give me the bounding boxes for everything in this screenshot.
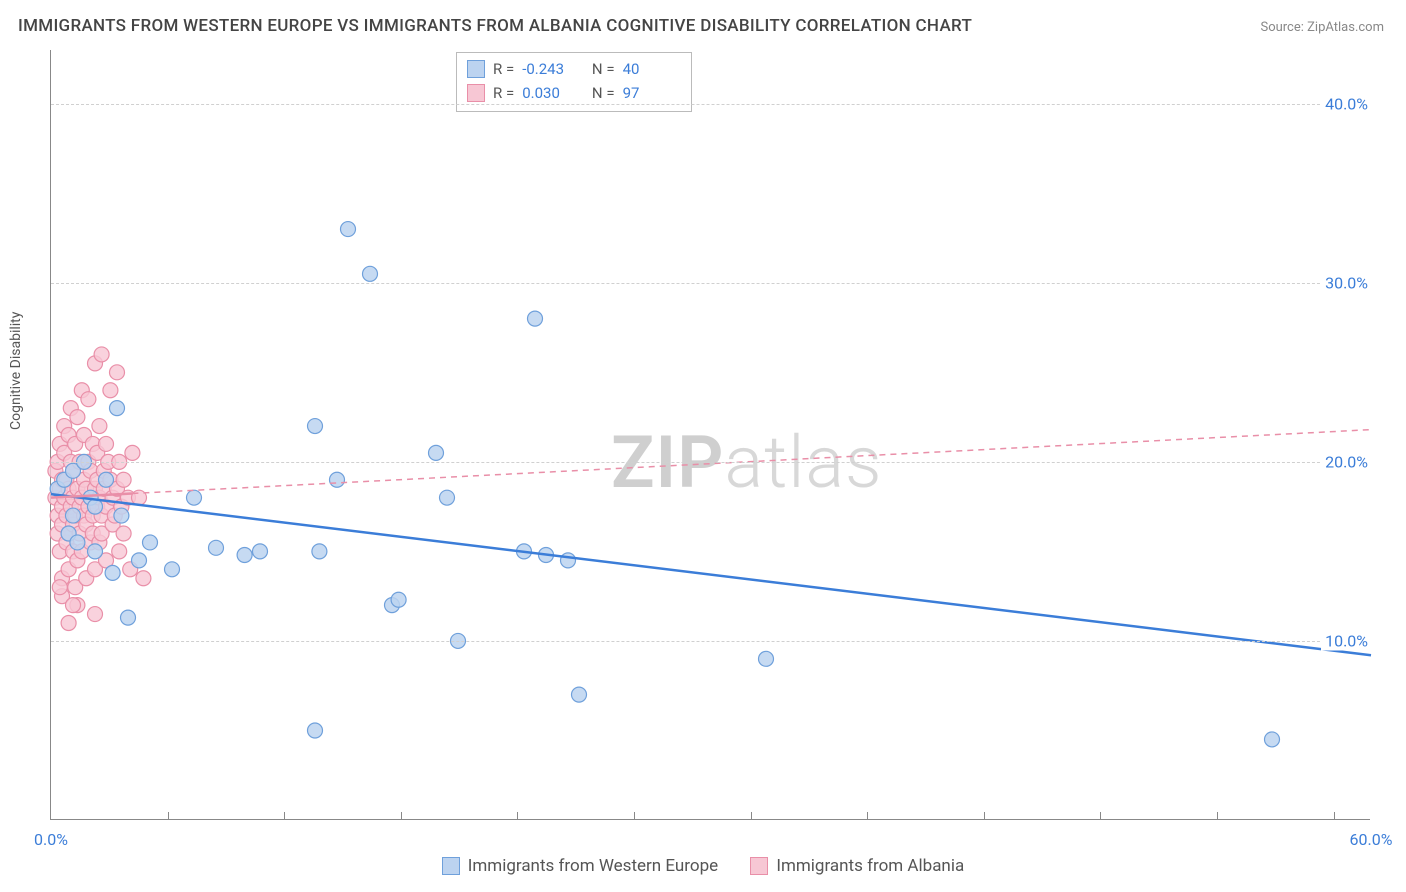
stat-row-al: R = 0.030 N = 97 bbox=[467, 81, 681, 105]
swatch-al bbox=[467, 84, 485, 102]
legend-item-al: Immigrants from Albania bbox=[750, 856, 964, 876]
stat-row-we: R = -0.243 N = 40 bbox=[467, 57, 681, 81]
y-tick-label: 20.0% bbox=[1321, 452, 1372, 471]
swatch-al-icon bbox=[750, 857, 768, 875]
x-tick-label: 0.0% bbox=[34, 830, 68, 849]
y-tick-label: 10.0% bbox=[1321, 631, 1372, 650]
x-tick-label: 60.0% bbox=[1350, 830, 1393, 849]
plot-area: ZIPatlas R = -0.243 N = 40 R = 0.030 N =… bbox=[50, 50, 1370, 820]
y-tick-label: 30.0% bbox=[1321, 273, 1372, 292]
y-axis-label: Cognitive Disability bbox=[8, 312, 24, 430]
legend-label-al: Immigrants from Albania bbox=[776, 856, 964, 876]
y-tick-label: 40.0% bbox=[1321, 94, 1372, 113]
source-label: Source: ZipAtlas.com bbox=[1260, 20, 1384, 35]
swatch-we bbox=[467, 60, 485, 78]
chart-title: IMMIGRANTS FROM WESTERN EUROPE VS IMMIGR… bbox=[18, 16, 972, 36]
bottom-legend: Immigrants from Western Europe Immigrant… bbox=[0, 856, 1406, 880]
swatch-we-icon bbox=[442, 857, 460, 875]
chart-svg bbox=[51, 50, 1370, 819]
legend-label-we: Immigrants from Western Europe bbox=[468, 856, 718, 876]
legend-item-we: Immigrants from Western Europe bbox=[442, 856, 718, 876]
